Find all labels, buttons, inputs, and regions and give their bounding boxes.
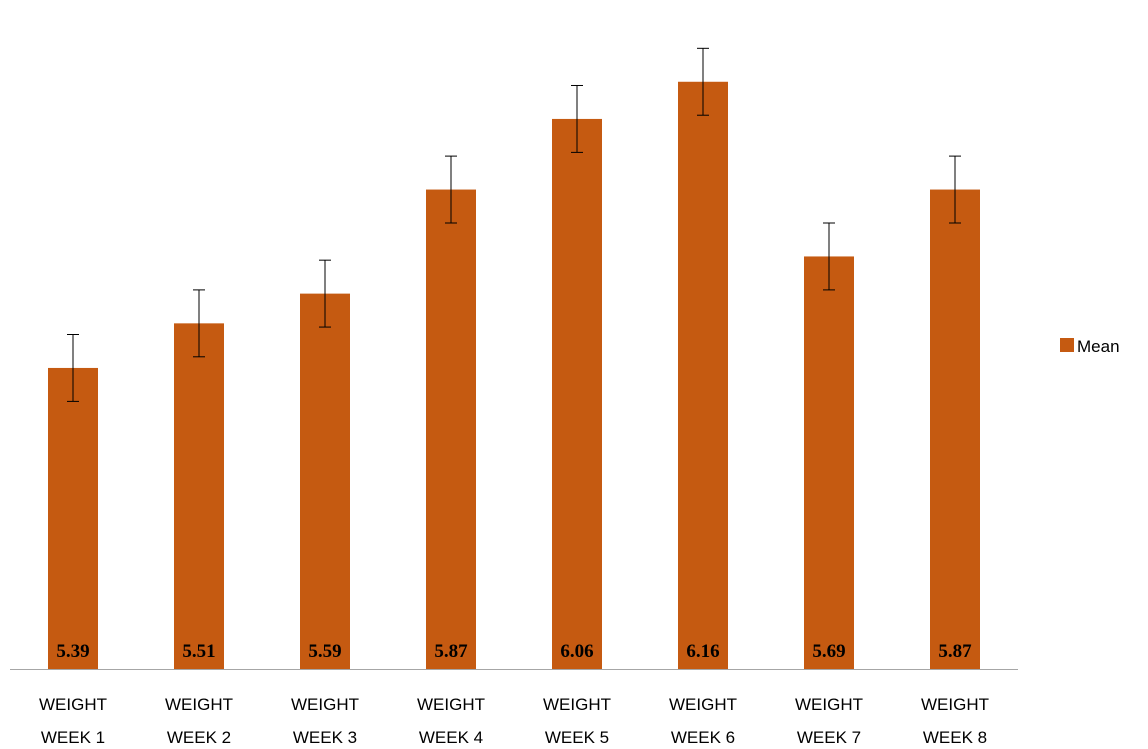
category-label-2-line-1: WEIGHT	[165, 695, 233, 714]
category-label-6-line-2: WEEK 6	[671, 728, 735, 747]
bar-4	[426, 189, 476, 670]
category-label-2-line-2: WEEK 2	[167, 728, 231, 747]
legend: Mean	[1060, 337, 1120, 356]
category-label-6-line-1: WEIGHT	[669, 695, 737, 714]
category-label-4-line-1: WEIGHT	[417, 695, 485, 714]
error-bar-3	[319, 259, 331, 328]
category-label-1-line-1: WEIGHT	[39, 695, 107, 714]
data-label-1: 5.39	[56, 641, 89, 662]
category-label-7-line-2: WEEK 7	[797, 728, 861, 747]
bar-8	[930, 189, 980, 670]
category-label-5-line-1: WEIGHT	[543, 695, 611, 714]
error-bar-7	[823, 222, 835, 291]
data-label-4: 5.87	[434, 641, 468, 662]
bar-3	[300, 293, 350, 669]
bars-layer	[48, 81, 980, 670]
bar-2	[174, 323, 224, 669]
category-label-4-line-2: WEEK 4	[419, 728, 483, 747]
category-label-7-line-1: WEIGHT	[795, 695, 863, 714]
category-label-8-line-1: WEIGHT	[921, 695, 989, 714]
category-label-3-line-2: WEEK 3	[293, 728, 357, 747]
category-label-3-line-1: WEIGHT	[291, 695, 359, 714]
bar-1	[48, 367, 98, 669]
error-bar-1	[67, 334, 79, 402]
error-bar-2	[193, 289, 205, 358]
data-label-5: 6.06	[560, 641, 593, 662]
data-label-8: 5.87	[938, 641, 972, 662]
category-label-1-line-2: WEEK 1	[41, 728, 105, 747]
error-bar-6	[697, 47, 709, 116]
data-label-2: 5.51	[182, 641, 215, 662]
error-bars-layer	[67, 47, 961, 402]
bar-6	[678, 81, 728, 670]
error-bar-4	[445, 155, 457, 224]
legend-swatch	[1060, 338, 1074, 352]
bar-5	[552, 118, 602, 669]
bar-7	[804, 256, 854, 669]
data-label-7: 5.69	[812, 641, 845, 662]
data-label-3: 5.59	[308, 641, 341, 662]
error-bar-8	[949, 155, 961, 224]
data-label-6: 6.16	[686, 641, 719, 662]
legend-label-mean: Mean	[1077, 337, 1120, 356]
error-bar-5	[571, 84, 583, 153]
category-label-5-line-2: WEEK 5	[545, 728, 609, 747]
data-labels-layer: 5.39 5.51 5.59 5.87 6.06 6.16 5.69 5.87	[56, 641, 972, 662]
category-labels-layer: WEIGHT WEEK 1 WEIGHT WEEK 2 WEIGHT WEEK 3 WEIG…	[39, 695, 989, 747]
category-label-8-line-2: WEEK 8	[923, 728, 987, 747]
